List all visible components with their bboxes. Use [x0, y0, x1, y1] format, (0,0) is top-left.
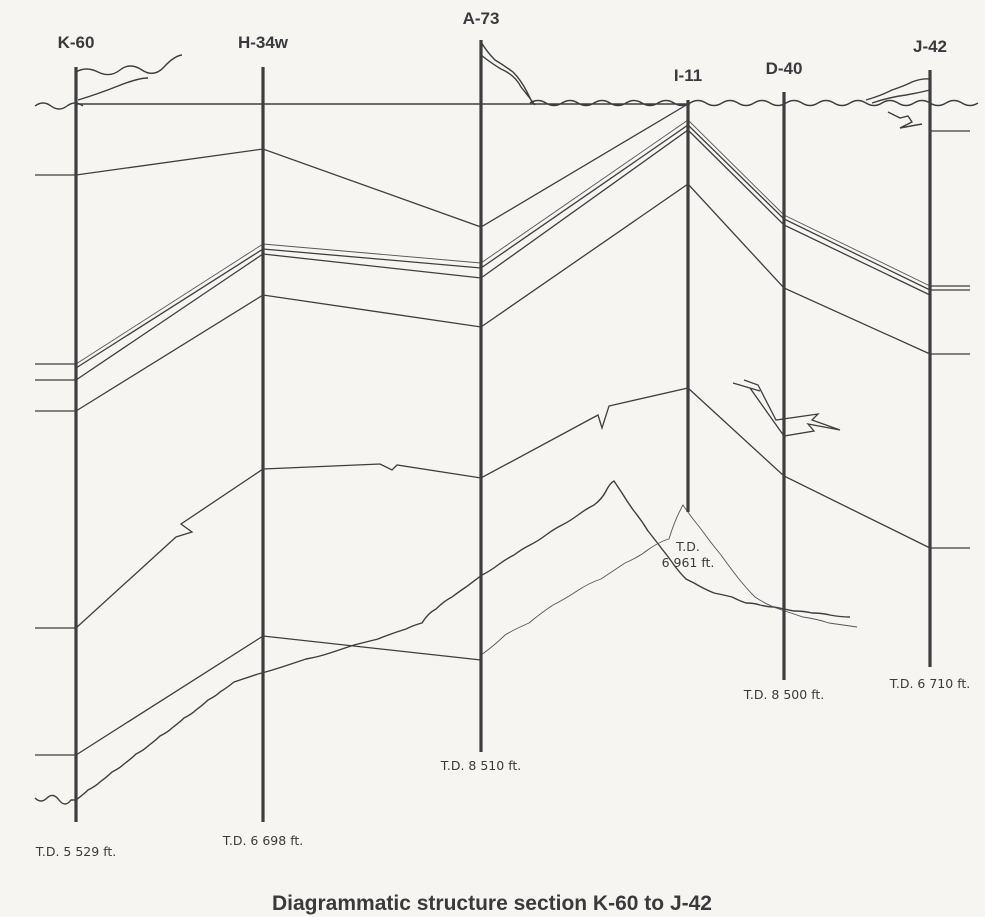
basement-unconformity-upper — [480, 504, 858, 656]
td-label-i11-line2: 6 961 ft. — [662, 555, 715, 570]
horizon-1 — [75, 103, 689, 228]
top-unconformity-line — [34, 99, 979, 110]
diagram-caption: Diagrammatic structure section K-60 to J… — [272, 892, 712, 915]
td-label-h34w: T.D. 6 698 ft. — [222, 833, 304, 848]
horizon-2a — [75, 119, 931, 365]
well-label-d40: D-40 — [766, 59, 803, 78]
well-label-k60: K-60 — [58, 33, 95, 52]
edge-ticks — [35, 130, 970, 756]
well-label-i11: I-11 — [674, 66, 702, 85]
fault-trace-d40 — [732, 379, 841, 437]
td-label-i11-line1: T.D. — [675, 539, 700, 554]
td-label-a73: T.D. 8 510 ft. — [440, 758, 522, 773]
horizon-3 — [75, 129, 931, 381]
horizon-2b — [75, 124, 931, 369]
td-label-k60: T.D. 5 529 ft. — [35, 844, 117, 859]
well-label-h34w: H-34w — [238, 33, 289, 52]
td-label-d40: T.D. 8 500 ft. — [743, 687, 825, 702]
well-label-a73: A-73 — [463, 9, 500, 28]
k60-surface-squiggle — [75, 54, 183, 101]
horizon-4 — [75, 183, 931, 412]
horizon-5 — [75, 387, 931, 629]
well-label-j42: J-42 — [913, 37, 947, 56]
td-label-j42: T.D. 6 710 ft. — [889, 676, 971, 691]
basement-unconformity — [34, 480, 851, 805]
a73-surface-squiggle — [480, 41, 536, 106]
j42-surface-squiggle — [865, 78, 931, 129]
horizon-6 — [75, 635, 482, 756]
